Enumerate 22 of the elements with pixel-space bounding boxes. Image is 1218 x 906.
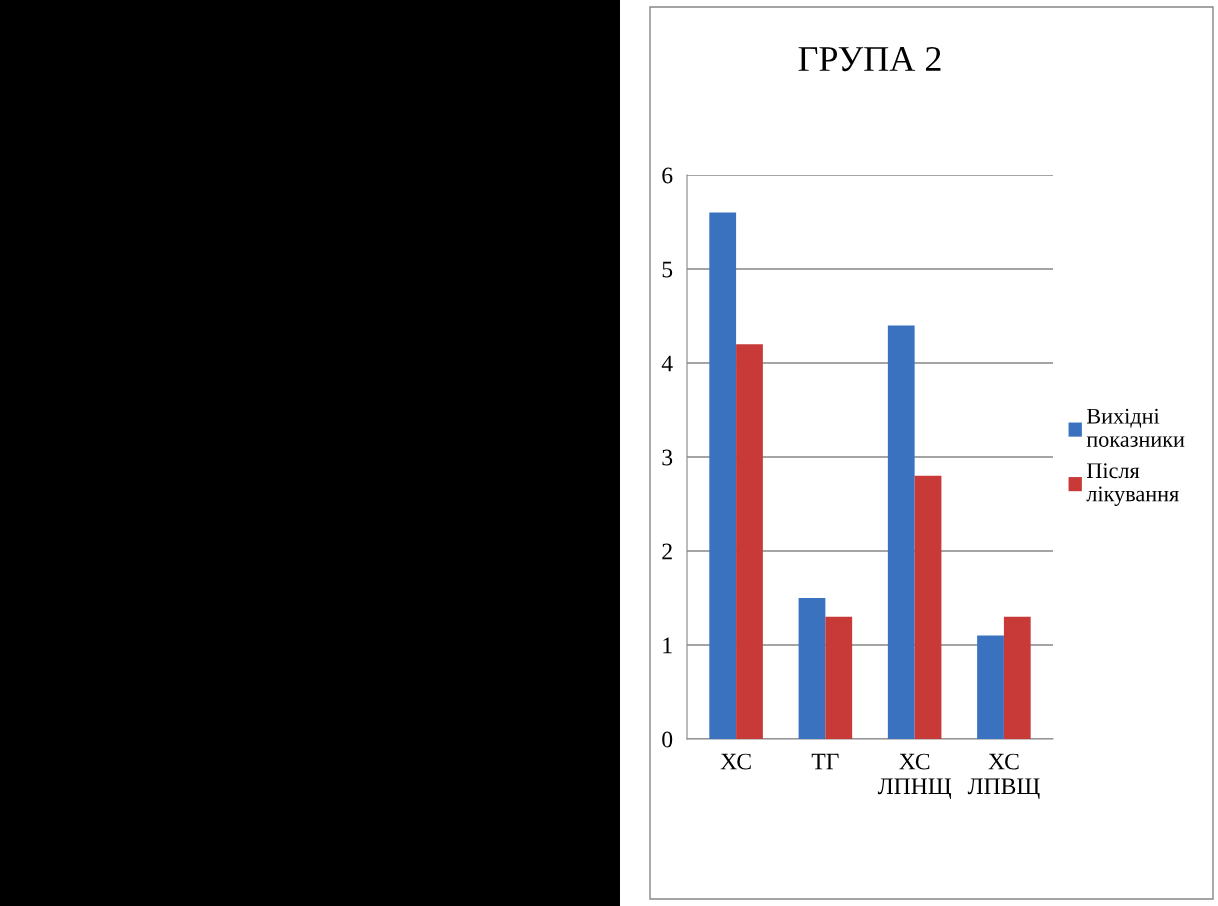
y-tick-label: 0 bbox=[662, 731, 673, 748]
bar bbox=[914, 475, 942, 739]
legend-label: Після лікування bbox=[1086, 463, 1179, 506]
chart-title: ГРУПА 2 bbox=[798, 46, 941, 72]
x-tick-label: ХС bbox=[720, 753, 751, 770]
y-tick-label: 1 bbox=[663, 637, 672, 654]
x-tick-label: ТГ bbox=[811, 753, 839, 770]
legend-label: Вихідні показники bbox=[1086, 408, 1185, 447]
bar bbox=[1003, 616, 1031, 739]
bar bbox=[887, 325, 915, 739]
bar bbox=[798, 598, 826, 739]
bar bbox=[736, 344, 763, 739]
y-tick-label: 6 bbox=[662, 167, 673, 184]
y-tick-label: 4 bbox=[661, 355, 673, 372]
y-tick-label: 3 bbox=[662, 449, 673, 466]
bar bbox=[977, 635, 1004, 739]
y-tick-label: 2 bbox=[662, 543, 672, 560]
x-tick-label: ХС ЛПНЩ bbox=[877, 753, 952, 799]
x-tick-label: ХС ЛПВЩ bbox=[967, 753, 1040, 799]
y-tick-label: 5 bbox=[662, 261, 673, 278]
bar bbox=[709, 212, 737, 739]
bar bbox=[825, 616, 853, 739]
